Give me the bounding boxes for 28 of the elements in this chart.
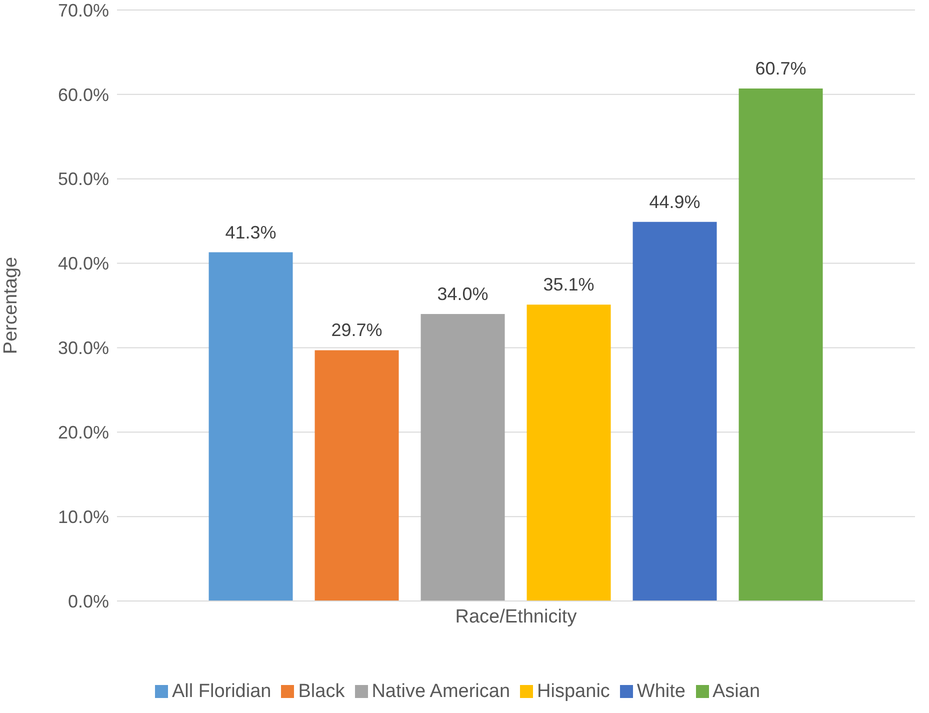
legend-label: Asian — [712, 681, 760, 702]
x-tick-label: Race/Ethnicity — [455, 606, 578, 628]
bar — [208, 252, 293, 601]
data-label: 29.7% — [331, 320, 382, 340]
y-tick-label: 0.0% — [68, 591, 109, 612]
y-tick-label: 60.0% — [58, 84, 109, 105]
bar — [526, 304, 611, 601]
legend-label: All Floridian — [172, 681, 272, 702]
y-tick-label: 70.0% — [58, 0, 109, 20]
y-axis-title: Percentage — [0, 256, 22, 354]
bar — [738, 88, 823, 601]
data-label: 44.9% — [649, 192, 700, 212]
y-tick-label: 50.0% — [58, 169, 109, 190]
y-tick-label: 40.0% — [58, 254, 109, 274]
data-label: 34.0% — [437, 284, 488, 304]
data-label: 60.7% — [755, 58, 806, 79]
legend-label: Native American — [372, 681, 510, 702]
data-label: 41.3% — [225, 222, 276, 242]
legend-label: White — [636, 681, 686, 702]
bar — [420, 314, 505, 601]
y-tick-label: 30.0% — [58, 338, 109, 358]
legend-label: Hispanic — [537, 681, 610, 702]
y-tick-label: 10.0% — [58, 506, 109, 527]
bar — [632, 222, 717, 601]
data-label: 35.1% — [543, 274, 594, 295]
legend-label: Black — [298, 681, 345, 702]
bar — [314, 350, 399, 601]
y-tick-label: 20.0% — [58, 422, 109, 443]
